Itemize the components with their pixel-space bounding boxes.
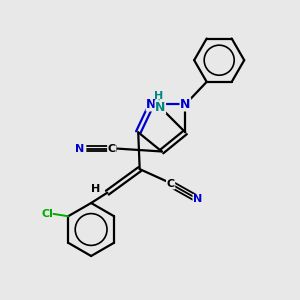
Text: N: N bbox=[146, 98, 157, 111]
Text: H: H bbox=[154, 91, 164, 101]
Text: C: C bbox=[108, 143, 116, 154]
Text: H: H bbox=[92, 184, 101, 194]
Text: C: C bbox=[167, 179, 175, 189]
Text: N: N bbox=[193, 194, 202, 205]
Text: N: N bbox=[155, 101, 166, 114]
Text: N: N bbox=[180, 98, 190, 111]
Text: N: N bbox=[75, 143, 84, 154]
Text: Cl: Cl bbox=[41, 209, 53, 219]
